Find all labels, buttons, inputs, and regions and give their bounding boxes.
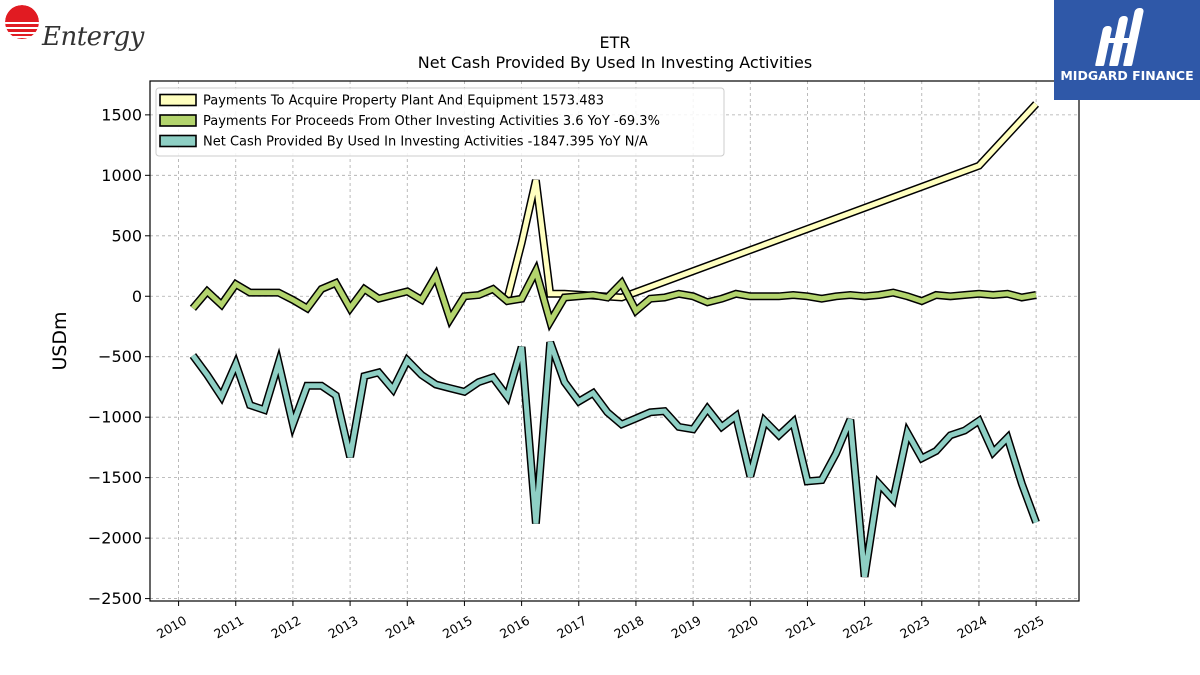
x-tick-label: 2020 [726, 613, 761, 642]
chart-subtitle: Net Cash Provided By Used In Investing A… [418, 53, 812, 72]
legend-swatch [159, 93, 197, 107]
y-tick-label: −2500 [88, 589, 142, 608]
legend-label: Net Cash Provided By Used In Investing A… [203, 135, 648, 150]
y-tick-label: 1000 [101, 166, 142, 185]
grid [150, 81, 1079, 601]
x-tick-label: 2012 [268, 613, 303, 642]
legend-swatch [159, 114, 197, 127]
y-tick-label: −500 [98, 347, 142, 366]
x-tick-label: 2024 [954, 613, 989, 642]
legend: Payments To Acquire Property Plant And E… [155, 87, 725, 157]
x-tick-label: 2011 [211, 613, 246, 642]
midgard-finance-logo: MIDGARD FINANCE [1054, 0, 1200, 100]
x-tick-label: 2023 [897, 613, 932, 642]
x-tick-label: 2013 [326, 613, 361, 642]
x-tick-label: 2017 [554, 613, 589, 642]
x-tick-label: 2021 [783, 613, 818, 642]
x-tick-label: 2019 [669, 613, 704, 642]
series-3-outline [189, 340, 1040, 578]
legend-label: Payments To Acquire Property Plant And E… [203, 94, 604, 109]
midgard-emblem-icon [1095, 8, 1144, 66]
entergy-wordmark: Entergy [42, 22, 144, 52]
midgard-wordmark: MIDGARD FINANCE [1060, 68, 1194, 83]
entergy-logo: Entergy [4, 4, 144, 60]
y-tick-label: −2000 [88, 529, 142, 548]
legend-swatch [159, 134, 197, 148]
legend-label: Payments For Proceeds From Other Investi… [203, 114, 660, 129]
y-tick-label: −1500 [88, 468, 142, 487]
legend-box [155, 87, 725, 157]
chart-title: ETR [600, 33, 631, 52]
y-tick-label: 0 [132, 287, 142, 306]
y-tick-label: 1500 [101, 105, 142, 124]
x-tick-label: 2016 [497, 613, 532, 642]
series-3-line [190, 341, 1039, 578]
x-tick-label: 2010 [154, 613, 189, 642]
series-2-line [190, 264, 1037, 329]
series-1 [503, 101, 1040, 302]
y-tick-label: −1000 [88, 408, 142, 427]
plot-frame [149, 80, 1080, 602]
series-1-line [504, 102, 1038, 301]
x-tick-label: 2018 [611, 613, 646, 642]
y-axis-label: USDm [49, 311, 71, 370]
y-tick-label: 500 [111, 226, 142, 245]
x-tick-label: 2015 [440, 613, 475, 642]
x-tick-label: 2025 [1012, 613, 1047, 642]
series-3 [189, 340, 1040, 578]
series-lines [189, 101, 1040, 578]
entergy-sun-icon [5, 5, 39, 39]
series-2 [189, 260, 1037, 332]
x-tick-label: 2014 [383, 613, 418, 642]
x-tick-label: 2022 [840, 613, 875, 642]
